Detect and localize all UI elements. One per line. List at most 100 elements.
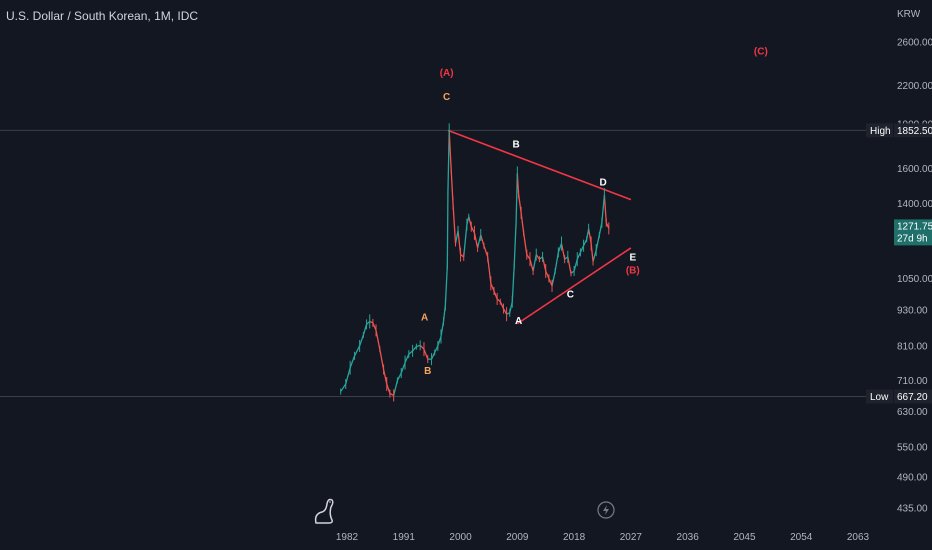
- tradingview-logo-icon[interactable]: [314, 498, 334, 524]
- x-tick-label: 2063: [847, 532, 870, 543]
- price-segment: [386, 383, 391, 394]
- price-segment: [362, 324, 368, 336]
- wave-label: C: [443, 92, 450, 103]
- price-segment: [551, 270, 556, 287]
- price-segment: [548, 278, 553, 287]
- price-segment: [369, 320, 374, 324]
- y-tick-label: 2200.00: [897, 81, 932, 92]
- price-segment: [430, 352, 436, 360]
- x-tick-label: 2018: [563, 532, 586, 543]
- price-segment: [545, 270, 550, 279]
- y-tick-label: 550.00: [897, 442, 928, 453]
- price-segment: [372, 322, 377, 331]
- price-segment: [349, 355, 356, 368]
- wave-label: (B): [626, 265, 640, 276]
- price-segment: [396, 372, 402, 381]
- price-segment: [567, 256, 572, 274]
- price-segment: [499, 301, 505, 309]
- price-segment: [502, 308, 508, 315]
- price-segment: [359, 334, 365, 347]
- price-segment: [416, 344, 421, 348]
- x-tick-label: 2009: [506, 532, 529, 543]
- high-badge-label-box: [866, 123, 893, 138]
- price-segment: [473, 232, 479, 249]
- x-axis: 1982 1991 2000 2009 2018 2027 2036 2045 2054 2063: [336, 532, 870, 543]
- x-tick-label: 1991: [393, 532, 416, 543]
- price-series: [340, 123, 610, 402]
- y-tick-label: 630.00: [897, 407, 928, 418]
- current-price-box: [894, 219, 932, 246]
- price-segment: [480, 234, 485, 246]
- wave-label: A: [421, 313, 428, 324]
- y-tick-label: 810.00: [897, 341, 928, 352]
- price-segment: [506, 312, 511, 315]
- wave-label: C: [567, 290, 574, 301]
- price-segment: [483, 245, 489, 258]
- y-tick-label: 710.00: [897, 376, 928, 387]
- wave-label: D: [600, 177, 607, 188]
- price-segment: [470, 226, 476, 234]
- price-segment: [592, 249, 597, 262]
- price-segment: [554, 252, 559, 272]
- x-tick-label: 2000: [449, 532, 472, 543]
- low-badge-value: 667.20: [897, 392, 928, 403]
- price-segment: [535, 254, 540, 260]
- price-segment: [595, 234, 600, 251]
- wave-labels: (A) C B D E (B) C A A B (C): [421, 46, 768, 376]
- horizontal-guides: [0, 129, 866, 398]
- price-segment: [576, 252, 582, 260]
- price-segment: [340, 383, 347, 392]
- price-segment: [570, 270, 575, 274]
- price-segment: [408, 350, 414, 355]
- price-segment: [573, 259, 578, 272]
- wave-label: E: [629, 252, 636, 263]
- price-segment: [526, 254, 531, 260]
- x-tick-label: 2054: [790, 532, 813, 543]
- trendline: [516, 247, 632, 325]
- price-segment: [476, 234, 482, 249]
- price-segment: [557, 243, 563, 253]
- y-tick-label: 930.00: [897, 305, 928, 316]
- price-segment: [444, 266, 448, 305]
- price-segment: [353, 345, 361, 357]
- y-tick-label: 1050.00: [897, 274, 932, 285]
- lightning-icon[interactable]: [597, 501, 615, 519]
- y-tick-label: 1400.00: [897, 199, 932, 210]
- x-tick-label: 1982: [336, 532, 359, 543]
- high-badge-value-box: [894, 123, 932, 138]
- trendline: [447, 129, 632, 201]
- wave-label: B: [424, 366, 431, 377]
- price-segment: [560, 243, 566, 260]
- wave-label: A: [515, 316, 522, 327]
- low-badge-value-box: [894, 389, 932, 404]
- price-segment: [463, 224, 468, 257]
- price-segment: [493, 290, 498, 300]
- price-segment: [393, 380, 399, 396]
- price-segment: [515, 173, 518, 223]
- price-segment: [579, 245, 585, 253]
- price-segment: [434, 345, 439, 353]
- price-segment: [487, 256, 492, 284]
- symbol-title[interactable]: U.S. Dollar / South Korean, 1M, IDC: [6, 9, 199, 23]
- price-segment: [541, 256, 547, 272]
- wave-label: (C): [754, 46, 768, 57]
- high-badge-label: High: [870, 126, 891, 137]
- price-segment: [437, 336, 442, 347]
- price-segment: [404, 353, 410, 363]
- y-tick-label: 490.00: [897, 472, 928, 483]
- price-segment: [529, 259, 534, 272]
- price-segment: [532, 254, 537, 272]
- price-segment: [379, 349, 385, 370]
- low-badge-label-box: [866, 389, 893, 404]
- price-segment: [382, 369, 388, 385]
- price-segment: [447, 130, 450, 193]
- x-tick-label: 2036: [677, 532, 700, 543]
- price-segment: [412, 346, 417, 352]
- price-segment: [345, 367, 351, 385]
- price-segment: [582, 238, 588, 246]
- price-segment: [419, 344, 425, 350]
- currency-label: KRW: [897, 9, 921, 20]
- y-tick-label: 435.00: [897, 504, 928, 515]
- x-tick-label: 2045: [733, 532, 756, 543]
